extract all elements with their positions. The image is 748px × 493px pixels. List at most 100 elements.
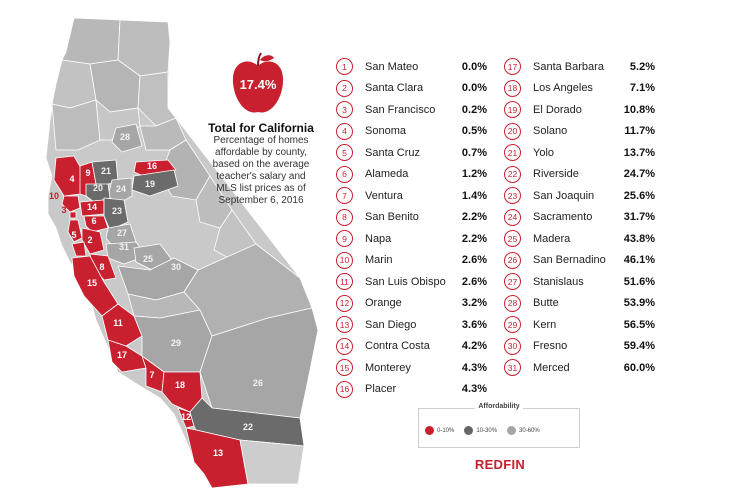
county-row: 10 Marin 2.6% <box>336 250 487 272</box>
summary-description: Percentage of homes affordable by county… <box>212 135 310 206</box>
county-row: 3 San Francisco 0.2% <box>336 99 487 121</box>
map-county-label: 8 <box>99 262 104 272</box>
rank-badge: 10 <box>336 251 353 269</box>
county-santa-cruz <box>71 241 87 257</box>
county-name: Stanislaus <box>533 275 584 288</box>
map-county-label: 21 <box>101 166 111 176</box>
county-row: 27 Stanislaus 51.6% <box>504 271 655 293</box>
map-county-label: 9 <box>85 168 90 178</box>
county-row: 1 San Mateo 0.0% <box>336 56 487 78</box>
county-name: Ventura <box>365 189 403 202</box>
legend-item: 10-30% <box>464 426 497 435</box>
rank-badge: 9 <box>336 230 353 248</box>
county-name: Contra Costa <box>365 340 430 353</box>
county-name: Sonoma <box>365 125 406 138</box>
county-percent: 4.3% <box>461 361 487 374</box>
county-percent: 3.6% <box>461 318 487 331</box>
map-county-label: 27 <box>117 228 127 238</box>
rank-badge: 18 <box>504 79 521 97</box>
county-row: 21 Yolo 13.7% <box>504 142 655 164</box>
map-county-label: 20 <box>93 183 103 193</box>
county-percent: 1.2% <box>461 168 487 181</box>
county-row: 7 Ventura 1.4% <box>336 185 487 207</box>
county-san-francisco <box>69 211 77 219</box>
county-list-right: 17 Santa Barbara 5.2% 18 Los Angeles 7.1% 19 El… <box>504 56 655 379</box>
map-county-label: 10 <box>49 191 59 201</box>
county-percent: 59.4% <box>623 340 655 353</box>
county-name: Santa Cruz <box>365 146 421 159</box>
rank-badge: 31 <box>504 359 521 377</box>
map-county-label: 15 <box>87 278 97 288</box>
map-county-label: 5 <box>71 230 76 240</box>
state-percent: 17.4% <box>239 77 277 92</box>
legend-swatch <box>507 426 517 435</box>
county-row: 19 El Dorado 10.8% <box>504 99 655 121</box>
county-name: Merced <box>533 361 570 374</box>
county-name: El Dorado <box>533 103 582 116</box>
rank-badge: 7 <box>336 187 353 205</box>
county-row: 22 Riverside 24.7% <box>504 164 655 186</box>
county-percent: 25.6% <box>623 189 655 202</box>
map-county-label: 31 <box>119 242 129 252</box>
county-row: 9 Napa 2.2% <box>336 228 487 250</box>
state-summary: Total for California Percentage of homes… <box>205 122 317 207</box>
county-ventura <box>141 355 165 393</box>
county-name: Madera <box>533 232 571 245</box>
rank-badge: 16 <box>336 380 353 398</box>
county-row: 18 Los Angeles 7.1% <box>504 78 655 100</box>
county-percent: 43.8% <box>623 232 655 245</box>
county-san-mateo <box>67 219 83 243</box>
county-row: 12 Orange 3.2% <box>336 293 487 315</box>
map-county-label: 16 <box>147 161 157 171</box>
map-county-label: 2 <box>87 235 92 245</box>
county-percent: 10.8% <box>623 103 655 116</box>
county-name: Yolo <box>533 146 555 159</box>
affordability-legend: Affordability 0-10% 10-30% 30-60% <box>418 403 580 448</box>
county-name: San Diego <box>365 318 417 331</box>
county-percent: 2.6% <box>461 254 487 267</box>
county-name: Orange <box>365 297 402 310</box>
county-name: Solano <box>533 125 568 138</box>
map-county-label: 3 <box>61 205 66 215</box>
county-row: 2 Santa Clara 0.0% <box>336 78 487 100</box>
county-percent: 56.5% <box>623 318 655 331</box>
county-imperial <box>239 439 305 485</box>
county-butte <box>111 123 143 153</box>
rank-badge: 12 <box>336 294 353 312</box>
rank-badge: 8 <box>336 208 353 226</box>
county-row: 15 Monterey 4.3% <box>336 357 487 379</box>
county-percent: 5.2% <box>629 60 655 73</box>
county-row: 17 Santa Barbara 5.2% <box>504 56 655 78</box>
county-row: 30 Fresno 59.4% <box>504 336 655 358</box>
legend-swatch <box>464 426 474 435</box>
legend-swatch <box>425 426 434 435</box>
county-name: San Luis Obispo <box>365 275 446 288</box>
county-percent: 51.6% <box>623 275 655 288</box>
county-percent: 0.7% <box>461 146 487 159</box>
county-percent: 2.2% <box>461 232 487 245</box>
county-row: 8 San Benito 2.2% <box>336 207 487 229</box>
northern-county <box>51 59 97 109</box>
county-name: San Francisco <box>365 103 436 116</box>
county-row: 6 Alameda 1.2% <box>336 164 487 186</box>
county-percent: 0.0% <box>461 82 487 95</box>
rank-badge: 6 <box>336 165 353 183</box>
legend-item: 0-10% <box>425 426 454 435</box>
map-county-label: 7 <box>149 370 154 380</box>
legend-label: 30-60% <box>519 427 540 434</box>
county-percent: 53.9% <box>623 297 655 310</box>
county-name: Placer <box>365 383 397 396</box>
county-row: 23 San Joaquin 25.6% <box>504 185 655 207</box>
county-percent: 2.2% <box>461 211 487 224</box>
rank-badge: 20 <box>504 122 521 140</box>
rank-badge: 1 <box>336 58 353 76</box>
county-name: Santa Barbara <box>533 60 604 73</box>
rank-badge: 27 <box>504 273 521 291</box>
rank-badge: 2 <box>336 79 353 97</box>
legend-items: 0-10% 10-30% 30-60% <box>425 426 550 435</box>
county-row: 24 Sacramento 31.7% <box>504 207 655 229</box>
county-percent: 11.7% <box>624 125 655 138</box>
county-marin <box>61 195 81 213</box>
county-list-left: 1 San Mateo 0.0% 2 Santa Clara 0.0% 3 San Franc… <box>336 56 487 400</box>
county-percent: 1.4% <box>461 189 487 202</box>
